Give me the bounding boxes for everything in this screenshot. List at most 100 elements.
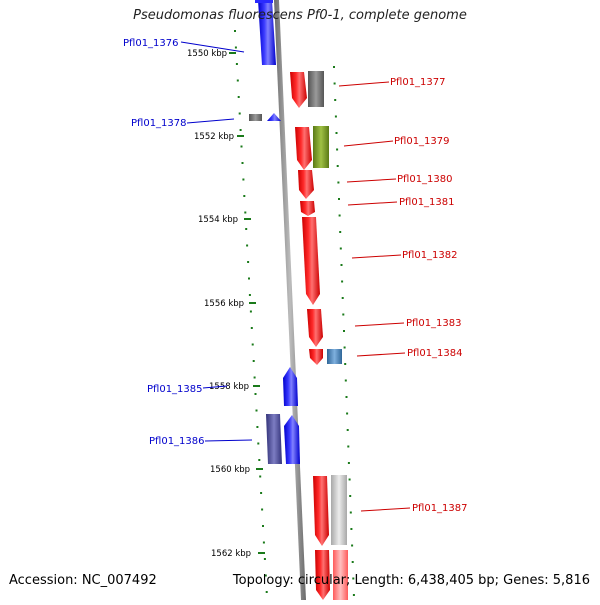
reverse-features [290, 71, 348, 600]
gene-label-pfl01-1386[interactable]: Pfl01_1386 [149, 436, 205, 447]
track-dot [347, 462, 350, 464]
track-dot [352, 594, 355, 596]
track-dot [242, 178, 245, 181]
scale-label-1560: 1560 kbp [210, 465, 250, 475]
forward-gene-labels: Pfl01_1376 Pfl01_1378 Pfl01_1385 Pfl01_1… [123, 38, 253, 447]
track-dot [333, 82, 336, 85]
track-dot [344, 379, 347, 382]
label-leader-pfl01-1383 [354, 322, 405, 327]
track-dot [337, 181, 340, 184]
label-leader-pfl01-1382 [351, 254, 402, 259]
track-dot [258, 459, 261, 461]
track-dot [246, 244, 249, 247]
label-leader-pfl01-1381 [347, 201, 398, 206]
track-dot [334, 115, 337, 118]
track-dot [235, 63, 238, 65]
track-dot [245, 228, 248, 230]
track-dot [349, 511, 352, 514]
track-dot [264, 574, 267, 577]
gene-gray-1378-neighbor [249, 114, 262, 121]
track-dot [351, 561, 354, 563]
track-dot [247, 261, 250, 263]
track-dot [342, 313, 345, 316]
gene-label-pfl01-1385[interactable]: Pfl01_1385 [147, 384, 203, 395]
gene-label-pfl01-1380[interactable]: Pfl01_1380 [397, 174, 453, 185]
track-dot [350, 528, 353, 530]
track-dot [348, 478, 351, 481]
gene-pfl01-1377-homolog [308, 71, 324, 107]
track-dot [345, 396, 348, 398]
track-dot [262, 541, 265, 544]
track-dot [339, 247, 342, 250]
track-dot [238, 112, 241, 115]
scale-label-1550: 1550 kbp [187, 49, 227, 59]
track-dot [265, 591, 268, 593]
scale-labels: 1550 kbp 1552 kbp 1554 kbp 1556 kbp 1558… [187, 49, 265, 559]
track-dot [255, 409, 258, 412]
track-dot [261, 508, 264, 511]
track-dot [346, 412, 349, 415]
gene-label-pfl01-1381[interactable]: Pfl01_1381 [399, 197, 455, 208]
track-dot [243, 195, 246, 197]
track-dot [256, 426, 259, 428]
track-dot [252, 360, 255, 362]
gene-pfl01-1378-arrow[interactable] [267, 113, 281, 121]
gene-pfl01-1386-paralog [266, 414, 282, 464]
label-leader-pfl01-1379 [343, 140, 394, 147]
track-dot [249, 310, 252, 313]
track-dot [341, 297, 344, 299]
gene-label-pfl01-1378[interactable]: Pfl01_1378 [131, 118, 187, 129]
track-dot [259, 475, 262, 478]
scale-label-1552: 1552 kbp [194, 132, 234, 142]
accession-text: Accession: NC_007492 [9, 573, 157, 588]
track-dot [240, 145, 243, 148]
gene-pfl01-1384-homolog [327, 349, 342, 364]
gene-label-pfl01-1379[interactable]: Pfl01_1379 [394, 136, 450, 147]
gene-pfl01-1385-arrow[interactable] [283, 367, 298, 406]
label-leader-pfl01-1385 [202, 385, 228, 389]
gene-pfl01-1376-arrow[interactable] [258, 0, 276, 65]
track-dot [234, 46, 237, 49]
gene-pfl01-1379-arrow[interactable] [295, 127, 312, 170]
track-dot [341, 280, 344, 283]
gene-pfl01-1380-arrow[interactable] [298, 170, 314, 199]
track-dot [340, 264, 343, 266]
gene-pfl01-1386-arrow[interactable] [284, 415, 300, 464]
track-dot [349, 495, 352, 497]
gene-pfl01-1387-arrow[interactable] [313, 476, 329, 546]
gene-label-pfl01-1383[interactable]: Pfl01_1383 [406, 318, 462, 329]
track-dot [336, 148, 339, 151]
track-dot [351, 544, 354, 547]
gene-pfl01-1387-homolog [331, 475, 347, 545]
track-dot [344, 363, 347, 365]
scale-label-1554: 1554 kbp [198, 215, 238, 225]
track-dot [241, 162, 244, 164]
track-dot [260, 492, 263, 494]
gene-label-pfl01-1387[interactable]: Pfl01_1387 [412, 503, 468, 514]
gene-label-pfl01-1382[interactable]: Pfl01_1382 [402, 250, 458, 261]
gene-next-arrow [315, 550, 330, 600]
gene-label-pfl01-1384[interactable]: Pfl01_1384 [407, 348, 463, 359]
gene-pfl01-1379-homolog [313, 126, 329, 168]
track-dot [339, 231, 342, 233]
gene-pfl01-1383-arrow[interactable] [307, 309, 323, 347]
gene-pfl01-1376-tip [255, 0, 273, 3]
forward-features [249, 0, 300, 464]
tick-marks [234, 30, 355, 596]
gene-label-pfl01-1376[interactable]: Pfl01_1376 [123, 38, 179, 49]
gene-pfl01-1377-arrow[interactable] [290, 72, 307, 108]
track-dot [248, 294, 251, 296]
track-dot [352, 577, 355, 580]
track-dot [338, 214, 341, 217]
track-dot [250, 327, 253, 329]
gene-label-pfl01-1377[interactable]: Pfl01_1377 [390, 77, 446, 88]
gene-pfl01-1381-arrow[interactable] [300, 201, 315, 216]
reverse-gene-labels: Pfl01_1377 Pfl01_1379 Pfl01_1380 Pfl01_1… [338, 77, 468, 514]
label-leader-pfl01-1376 [180, 41, 245, 53]
gene-pfl01-1382-arrow[interactable] [302, 217, 320, 305]
gene-pfl01-1384-arrow[interactable] [309, 349, 323, 365]
scale-label-1562: 1562 kbp [211, 549, 251, 559]
track-dot [254, 393, 257, 395]
scale-label-1558: 1558 kbp [209, 382, 249, 392]
